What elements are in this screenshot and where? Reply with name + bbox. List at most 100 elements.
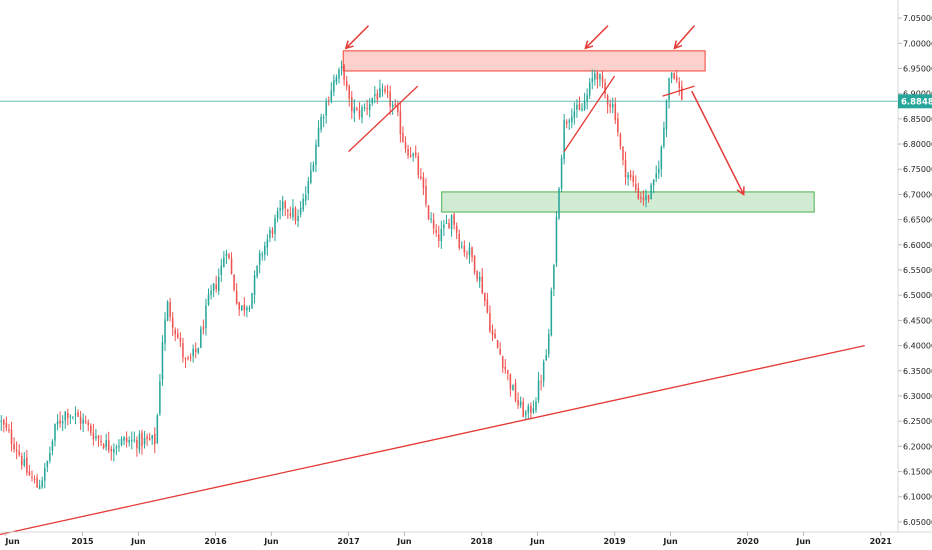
candle — [407, 144, 409, 159]
candle — [647, 194, 650, 203]
candles-layer — [0, 60, 683, 490]
candle — [343, 64, 345, 86]
candle — [599, 73, 601, 87]
zones-layer — [342, 50, 815, 213]
candle — [325, 97, 327, 124]
candle — [217, 268, 220, 295]
candle — [10, 421, 13, 452]
candle — [463, 240, 466, 257]
candle — [665, 99, 668, 137]
candle — [264, 241, 266, 261]
candle — [553, 263, 555, 297]
arrow-annotation[interactable] — [691, 90, 745, 196]
candle — [604, 78, 606, 99]
candle — [322, 114, 325, 128]
support-zone[interactable] — [441, 191, 815, 213]
candle — [655, 165, 657, 183]
y-tick-label: 6.85000 — [903, 115, 932, 124]
y-tick-label: 6.10000 — [903, 493, 932, 502]
candle — [64, 411, 67, 429]
candle — [345, 75, 348, 91]
candle — [489, 305, 491, 334]
candle — [512, 384, 514, 391]
y-tick-label: 6.75000 — [903, 165, 932, 174]
candle — [107, 431, 110, 454]
resistance-zone[interactable] — [342, 50, 706, 72]
candle — [123, 436, 125, 446]
candle — [177, 328, 179, 339]
candle — [619, 132, 622, 150]
candle — [652, 179, 655, 194]
candle — [443, 219, 445, 237]
candle — [501, 355, 504, 373]
candle — [74, 406, 77, 425]
candle — [174, 327, 177, 342]
y-tick-label: 6.35000 — [903, 367, 932, 376]
candle — [573, 102, 576, 125]
candle — [420, 168, 422, 181]
candle — [166, 300, 169, 322]
candle — [59, 411, 61, 428]
arrow-annotation[interactable] — [584, 25, 609, 50]
candle — [159, 373, 161, 417]
candle — [246, 305, 248, 318]
candle — [161, 335, 164, 387]
candle — [56, 414, 59, 431]
candle — [673, 72, 675, 80]
candle — [297, 209, 299, 228]
candle — [642, 190, 645, 206]
candle — [527, 403, 530, 420]
candle — [20, 452, 23, 470]
candle — [61, 415, 64, 431]
candle — [617, 112, 619, 137]
candle — [358, 102, 361, 120]
candle — [476, 270, 478, 283]
candle — [614, 97, 617, 125]
candle — [156, 413, 159, 445]
ascending-trend-line[interactable] — [0, 344, 865, 536]
candle — [409, 146, 412, 158]
candle — [130, 431, 133, 450]
pattern-line[interactable] — [662, 85, 695, 97]
arrow-annotation[interactable] — [673, 25, 696, 50]
candle — [118, 439, 120, 452]
y-tick-label: 6.60000 — [903, 241, 932, 250]
candle — [13, 437, 15, 453]
candle — [509, 373, 512, 397]
candle — [627, 171, 629, 186]
y-tick-label: 6.05000 — [903, 518, 932, 527]
candle — [399, 102, 402, 143]
candle — [307, 176, 310, 201]
candle — [212, 282, 215, 298]
y-tick-label: 7.00000 — [903, 39, 932, 48]
pattern-line[interactable] — [348, 85, 419, 153]
candle — [404, 136, 407, 153]
candle — [187, 355, 189, 361]
candle — [189, 353, 192, 362]
candle — [440, 220, 443, 249]
arrow-annotation[interactable] — [344, 25, 370, 50]
y-tick-label: 6.15000 — [903, 468, 932, 477]
candle — [430, 212, 432, 224]
candle — [606, 93, 609, 114]
candle — [228, 253, 230, 260]
candle — [197, 347, 200, 355]
x-tick-label: Jun — [396, 537, 412, 546]
candle — [522, 397, 524, 418]
y-tick-label: 6.70000 — [903, 190, 932, 199]
candle — [670, 72, 673, 84]
pattern-line[interactable] — [563, 75, 616, 152]
candle — [565, 119, 568, 129]
candle — [333, 74, 335, 97]
candle — [645, 189, 647, 208]
y-tick-label: 6.55000 — [903, 266, 932, 275]
candle — [215, 275, 217, 293]
candle — [271, 227, 274, 238]
x-tick-label: Jun — [4, 537, 20, 546]
candle — [558, 187, 560, 220]
candle — [471, 246, 473, 263]
candle — [274, 214, 276, 242]
